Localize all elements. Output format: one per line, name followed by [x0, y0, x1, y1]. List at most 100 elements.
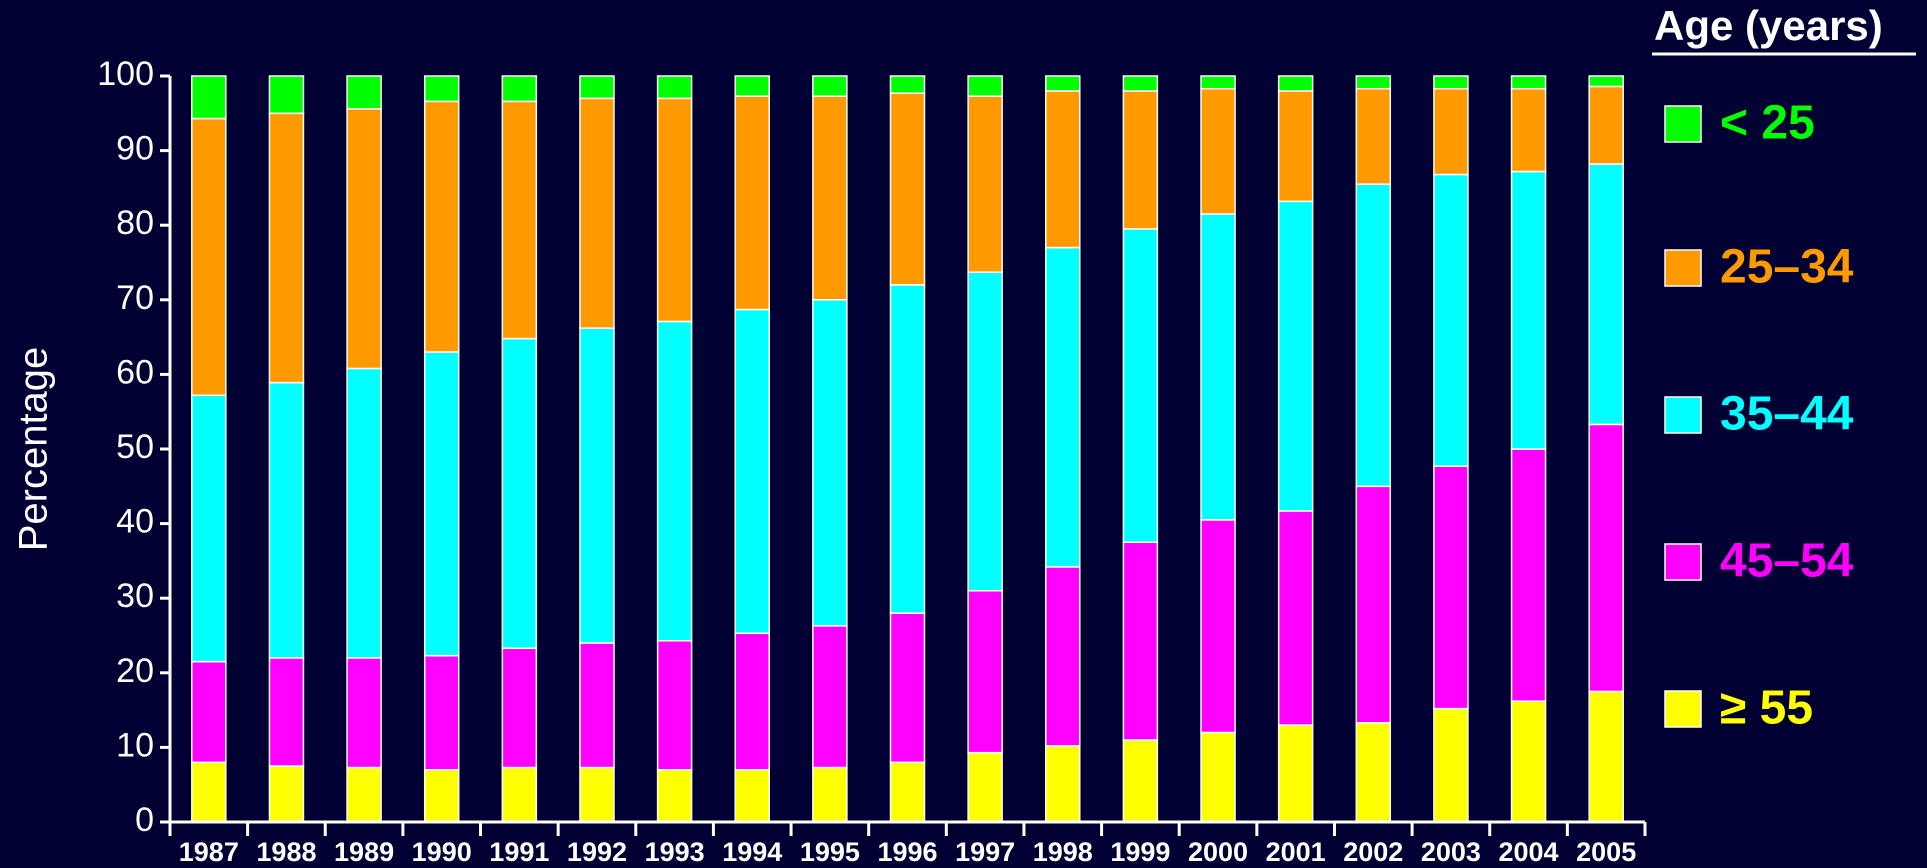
bar-segment [967, 95, 1003, 273]
bar-segment [1355, 722, 1392, 823]
bar-segment [191, 117, 227, 397]
bar-segment [1277, 200, 1314, 512]
y-tick-label: 40 [116, 503, 154, 541]
bar-segment [1277, 510, 1314, 726]
x-tick-label: 1991 [489, 837, 549, 867]
bar-segment [812, 95, 848, 301]
x-tick-label: 1995 [800, 837, 860, 867]
x-tick-label: 1994 [722, 837, 782, 867]
bar-segment [1355, 87, 1392, 185]
bar-segment [1510, 75, 1547, 90]
x-tick-label: 2000 [1188, 837, 1248, 867]
bar-segment [191, 394, 227, 663]
bar-segment [501, 75, 538, 103]
bar-segment [1433, 87, 1469, 176]
bar-segment [1433, 173, 1469, 467]
y-tick-label: 100 [97, 55, 154, 93]
bar-segment [656, 769, 693, 823]
bar-segment [501, 647, 538, 769]
bar-segment [812, 625, 848, 769]
bar-segment [1277, 724, 1314, 823]
bar-segment [423, 654, 460, 771]
bar-segment [346, 75, 382, 110]
bar-segment [1122, 90, 1159, 230]
bar-segment [1588, 423, 1624, 693]
bar-segment [812, 75, 848, 97]
bar-segment [191, 660, 227, 764]
bar-segment [734, 95, 770, 311]
bar-segment [656, 97, 693, 323]
bar-segment [656, 639, 693, 771]
bar-segment [1045, 75, 1081, 92]
bar-segment [1510, 87, 1547, 173]
bar-segment [346, 657, 382, 769]
bar-segment [1122, 228, 1159, 543]
bar-segment [656, 320, 693, 642]
y-tick-label: 30 [116, 577, 154, 615]
bar-segment [501, 766, 538, 823]
bar-segment [1510, 170, 1547, 450]
bar-segment [1200, 75, 1236, 90]
bar-segment [1045, 745, 1081, 823]
legend-label: 25–34 [1720, 241, 1854, 294]
x-tick-label: 1992 [567, 837, 627, 867]
bar-segment [734, 632, 770, 771]
y-tick-label: 70 [116, 279, 154, 317]
bar-segment [1510, 700, 1547, 823]
bar-segment [1122, 541, 1159, 741]
y-tick-label: 10 [116, 726, 154, 764]
bar-segment [1588, 163, 1624, 426]
bar-segment [1588, 85, 1624, 165]
bar-segment [579, 97, 615, 329]
x-tick-label: 1988 [256, 837, 316, 867]
bar-segment [734, 75, 770, 97]
x-tick-label: 1999 [1110, 837, 1170, 867]
bar-segment [889, 75, 926, 94]
bar-segment [579, 766, 615, 823]
bar-segment [1510, 448, 1547, 702]
bar-segment [1433, 465, 1469, 710]
x-tick-label: 1998 [1033, 837, 1093, 867]
y-tick-label: 0 [135, 801, 154, 839]
y-tick-label: 60 [116, 353, 154, 391]
x-tick-label: 1993 [645, 837, 705, 867]
bar-segment [1588, 75, 1624, 88]
x-tick-label: 1997 [955, 837, 1015, 867]
bar-segment [1200, 731, 1236, 823]
x-tick-label: 1990 [412, 837, 472, 867]
bar-segment [191, 761, 227, 823]
legend-swatch [1664, 396, 1702, 434]
bar-segment [268, 112, 305, 384]
bar-segment [967, 271, 1003, 592]
bar-segment [1122, 739, 1159, 823]
bar-segment [423, 75, 460, 103]
bar-segment [656, 75, 693, 100]
x-tick-label: 2002 [1343, 837, 1403, 867]
bar-segment [579, 327, 615, 644]
bar-segment [1045, 90, 1081, 249]
legend-label: 45–54 [1720, 535, 1854, 588]
legend-swatch [1664, 690, 1702, 728]
bar-segment [1200, 519, 1236, 734]
bar-segment [812, 766, 848, 823]
bar-segment [1045, 246, 1081, 568]
bar-segment [889, 761, 926, 823]
legend-label: 35–44 [1720, 388, 1854, 441]
bar-segment [1122, 75, 1159, 92]
legend-label: ≥ 55 [1720, 682, 1813, 735]
bar-segment [268, 75, 305, 115]
x-tick-label: 1996 [877, 837, 937, 867]
bar-segment [346, 367, 382, 659]
bar-segment [889, 92, 926, 286]
bar-segment [346, 108, 382, 370]
bar-segment [889, 284, 926, 614]
x-tick-label: 1989 [334, 837, 394, 867]
x-tick-label: 2001 [1266, 837, 1326, 867]
bar-segment [423, 351, 460, 657]
x-tick-label: 2005 [1576, 837, 1636, 867]
y-axis-label: Percentage [12, 347, 56, 552]
bar-segment [579, 642, 615, 769]
legend-swatch [1664, 105, 1702, 143]
bar-segment [1277, 90, 1314, 203]
